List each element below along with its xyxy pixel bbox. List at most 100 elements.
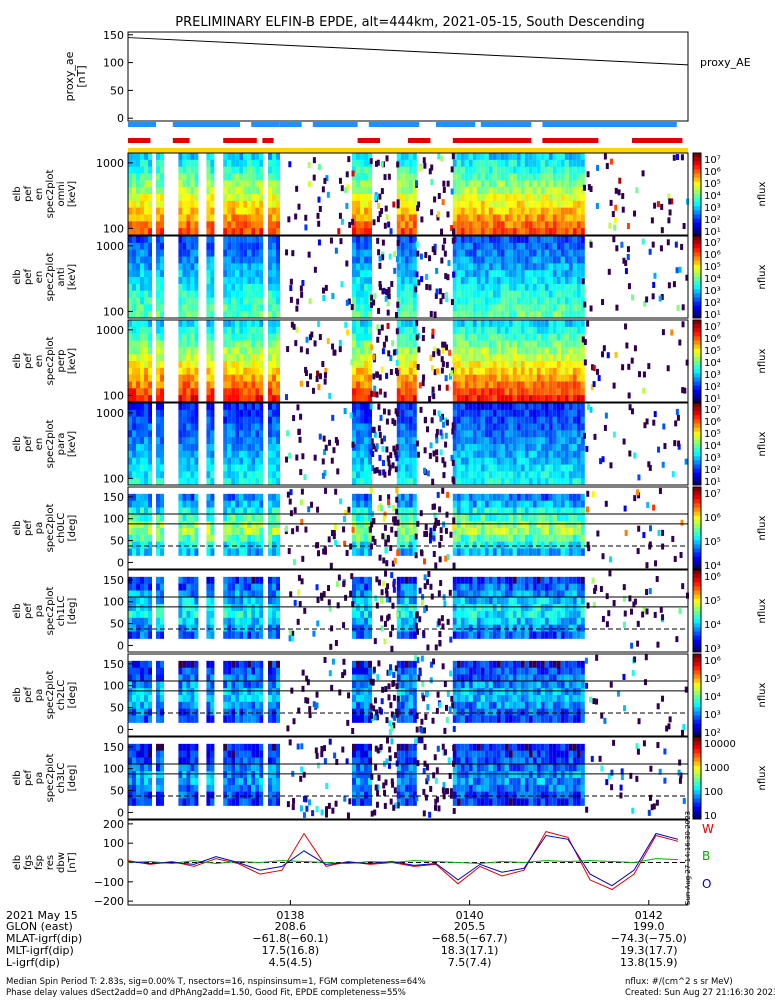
spectrogram-cell [400, 347, 405, 355]
spectrogram-cell [247, 437, 252, 445]
spectrogram-cell [206, 180, 211, 188]
spectrogram-cell [508, 450, 513, 459]
spectrogram-cell [580, 514, 585, 522]
spectrogram-cell [568, 263, 573, 271]
spectrogram-cell [223, 437, 228, 445]
spectrogram-cell [223, 173, 228, 181]
blue-bar-segment [172, 122, 240, 127]
spectrogram-cell [243, 347, 248, 355]
spectrogram-cell [276, 200, 280, 209]
spectrogram-cell [178, 478, 183, 486]
colorbar-cell [693, 252, 701, 257]
spectrogram-cell [516, 541, 521, 549]
spectrogram-cell [532, 548, 537, 556]
spectrogram-cell [560, 381, 565, 389]
sparse-cell [388, 464, 392, 471]
sparse-cell [304, 214, 308, 221]
spectrogram-cell [404, 430, 409, 438]
spectrogram-cell [128, 256, 132, 264]
colorbar-cell [693, 491, 701, 496]
spectrogram-cell [544, 333, 549, 341]
spectrogram-cell [488, 478, 493, 486]
sparse-cell [326, 338, 330, 345]
spectrogram-cell [508, 528, 513, 536]
spectrogram-cell [255, 221, 260, 229]
spectrogram-cell [360, 263, 364, 271]
spectrogram-cell [247, 270, 252, 278]
spectrogram-cell [360, 173, 364, 181]
sparse-cell [447, 260, 451, 267]
spectrogram-cell [464, 471, 469, 479]
spectrogram-cell [528, 409, 533, 418]
spectrogram-cell [128, 381, 132, 389]
spectrogram-cell [132, 500, 136, 508]
spectrogram-cell [488, 388, 493, 396]
spectrogram-cell [580, 403, 585, 411]
spectrogram-cell [412, 493, 417, 502]
spectrogram-cell [504, 187, 509, 195]
sparse-cell [437, 192, 441, 199]
spectrogram-cell [276, 374, 280, 382]
spectrogram-cell [572, 361, 577, 369]
spectrogram-cell [488, 200, 493, 209]
spectrogram-ytick-label: 1000 [96, 157, 124, 170]
spectrogram-cell [464, 263, 469, 271]
spectrogram-cell [556, 200, 561, 209]
spectrogram-cell [227, 166, 232, 174]
spectrogram-cell [243, 242, 248, 251]
sparse-cell [442, 186, 446, 193]
spectrogram-cell [560, 500, 565, 508]
spectrogram-cell [259, 256, 264, 264]
sparse-cell [313, 340, 317, 347]
spectrogram-cell [206, 304, 211, 312]
spectrogram-cell [408, 478, 413, 486]
spectrogram-cell [247, 200, 252, 209]
spectrogram-cell [576, 416, 581, 424]
sparse-cell [432, 351, 436, 358]
spectrogram-cell [580, 500, 585, 508]
spectrogram-cell [488, 207, 493, 215]
colorbar-frame [692, 402, 702, 486]
sparse-cell [415, 334, 419, 341]
spectrogram-cell [540, 207, 545, 215]
spectrogram-cell [476, 444, 481, 452]
spectrogram-cell [484, 367, 489, 376]
spectrogram-cell [408, 297, 413, 305]
spectrogram-cell [132, 333, 136, 341]
sparse-cell [373, 467, 377, 474]
spectrogram-cell [488, 180, 493, 188]
spectrogram-cell [512, 521, 517, 529]
colorbar-cell [693, 210, 701, 215]
spectrogram-cell [140, 221, 144, 229]
spectrogram-cell [528, 320, 533, 328]
spectrogram-cell [210, 507, 215, 515]
spectrogram-cell [239, 263, 244, 271]
sparse-cell [624, 260, 628, 267]
spectrogram-cell [156, 493, 160, 502]
spectrogram-cell [564, 388, 569, 396]
spectrogram-cell [536, 311, 541, 319]
spectrogram-cell [251, 478, 256, 486]
spectrogram-cell [400, 534, 405, 543]
spectrogram-cell [136, 166, 140, 174]
spectrogram-cell [496, 423, 501, 431]
spectrogram-cell [132, 207, 136, 215]
spectrogram-cell [480, 409, 485, 418]
spectrogram-cell [136, 221, 140, 229]
spectrogram-cell [186, 471, 191, 479]
spectrogram-cell [536, 388, 541, 396]
sparse-cell [428, 255, 432, 262]
spectrogram-cell [259, 333, 264, 341]
spectrogram-cell [186, 256, 191, 264]
spectrogram-cell [140, 478, 144, 486]
spectrogram-cell [255, 548, 260, 556]
spectrogram-cell [476, 194, 481, 202]
spectrogram-cell [564, 403, 569, 411]
sparse-cell [440, 228, 444, 235]
spectrogram-cell [144, 236, 148, 244]
spectrogram-cell [568, 457, 573, 465]
spectrogram-cell [472, 388, 477, 396]
sparse-cell [391, 462, 395, 469]
spectrogram-cell [259, 214, 264, 222]
spectrogram-cell [464, 548, 469, 556]
